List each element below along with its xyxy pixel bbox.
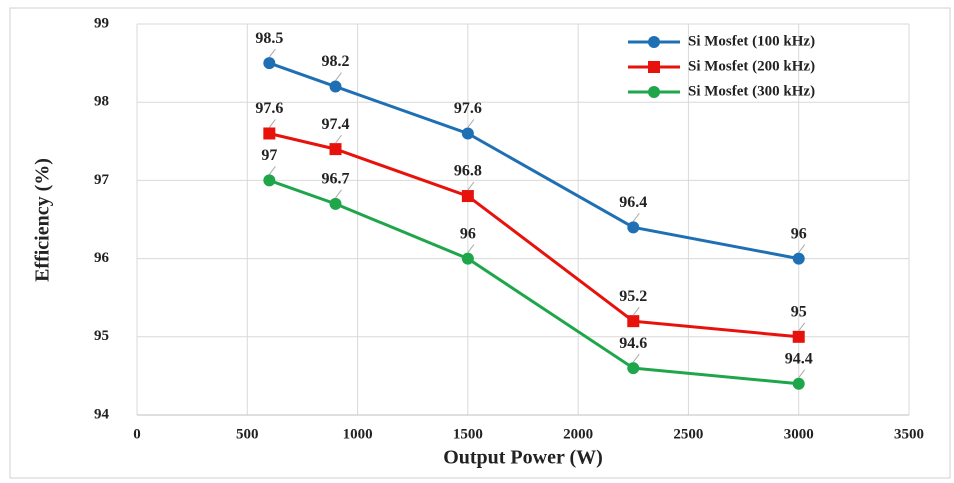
- x-tick-label: 2000: [563, 426, 593, 442]
- data-label: 95: [791, 303, 807, 320]
- series-line: [268, 178, 799, 386]
- x-tick-label: 3500: [894, 426, 924, 442]
- label-leader: [467, 181, 475, 191]
- y-tick-label: 96: [94, 250, 110, 266]
- x-tick-label: 2500: [673, 426, 703, 442]
- x-tick-label: 500: [236, 426, 259, 442]
- marker: [329, 143, 342, 156]
- y-tick-label: 94: [94, 406, 110, 422]
- data-label: 96.8: [454, 163, 482, 180]
- legend-label: Si Mosfet (200 kHz): [688, 58, 815, 74]
- marker: [329, 197, 342, 210]
- data-label: 95.2: [619, 288, 647, 305]
- marker: [329, 80, 342, 93]
- y-tick-label: 97: [94, 172, 110, 188]
- label-leader: [467, 119, 475, 128]
- chart-frame: [9, 7, 951, 479]
- marker: [792, 377, 805, 390]
- y-tick-label: 95: [94, 328, 109, 344]
- data-label: 96.4: [619, 194, 647, 211]
- data-label: 94.4: [785, 350, 813, 367]
- x-tick-label: 1500: [453, 426, 483, 442]
- label-leader: [632, 353, 640, 363]
- x-tick-label: 0: [133, 426, 141, 442]
- marker: [627, 221, 640, 234]
- label-leader: [798, 322, 806, 332]
- marker: [627, 362, 640, 375]
- y-axis-label: Efficiency (%): [32, 158, 54, 282]
- label-leader: [632, 306, 640, 316]
- marker: [627, 315, 640, 328]
- label-leader: [268, 166, 276, 175]
- marker: [648, 61, 660, 73]
- marker: [263, 174, 276, 187]
- data-label: 97.6: [454, 100, 482, 117]
- marker: [461, 127, 474, 140]
- x-tick-label: 1000: [343, 426, 373, 442]
- label-leader: [632, 213, 640, 222]
- data-label: 97: [261, 147, 277, 164]
- label-leader: [268, 119, 276, 128]
- data-label: 97.4: [322, 116, 350, 133]
- label-leader: [467, 244, 475, 253]
- label-leader: [798, 369, 806, 379]
- data-label: 96: [460, 225, 476, 242]
- label-leader: [335, 134, 342, 144]
- marker: [792, 252, 805, 265]
- y-tick-label: 98: [94, 94, 109, 110]
- legend-label: Si Mosfet (100 kHz): [688, 33, 815, 49]
- x-tick-label: 3000: [784, 426, 814, 442]
- data-label: 98.5: [255, 30, 283, 47]
- y-tick-label: 99: [94, 15, 109, 31]
- marker: [648, 36, 660, 48]
- marker: [461, 190, 474, 203]
- label-leader: [335, 72, 342, 81]
- data-label: 94.6: [619, 335, 647, 352]
- marker: [792, 330, 805, 343]
- legend-label: Si Mosfet (300 kHz): [688, 83, 815, 99]
- marker: [648, 86, 660, 98]
- marker: [263, 127, 276, 140]
- data-label: 98.2: [322, 53, 350, 70]
- data-label: 96.7: [322, 171, 350, 188]
- label-leader: [335, 189, 342, 199]
- marker: [263, 57, 276, 70]
- series-line: [268, 132, 799, 339]
- marker: [461, 252, 474, 265]
- label-leader: [268, 48, 276, 58]
- data-label: 97.6: [255, 100, 283, 117]
- x-axis-label: Output Power (W): [443, 447, 603, 469]
- data-label: 96: [791, 225, 807, 242]
- label-leader: [798, 244, 806, 253]
